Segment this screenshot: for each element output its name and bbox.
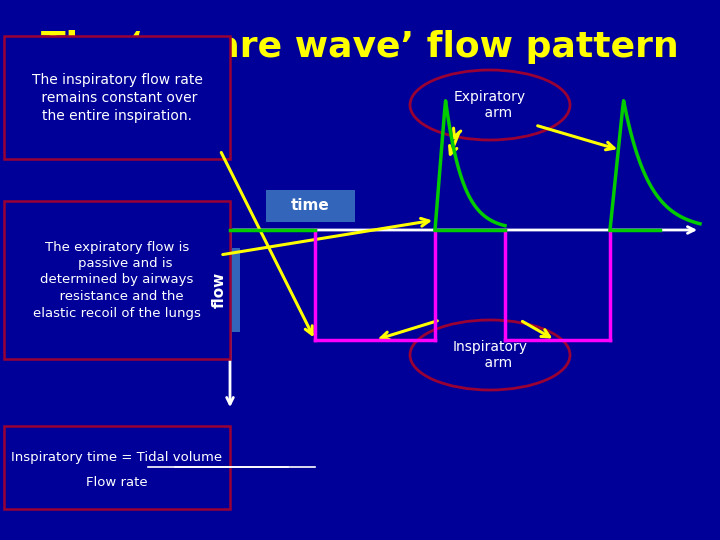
FancyBboxPatch shape <box>266 190 355 222</box>
Text: The inspiratory flow rate
 remains constant over
the entire inspiration.: The inspiratory flow rate remains consta… <box>32 72 202 124</box>
Text: flow: flow <box>212 272 227 308</box>
FancyBboxPatch shape <box>4 201 230 359</box>
Text: The expiratory flow is
    passive and is
determined by airways
  resistance and: The expiratory flow is passive and is de… <box>33 240 201 320</box>
Text: Flow rate: Flow rate <box>86 476 148 489</box>
Text: Inspiratory time = Tidal volume: Inspiratory time = Tidal volume <box>12 451 222 464</box>
Ellipse shape <box>410 70 570 140</box>
Text: The ‘square wave’ flow pattern: The ‘square wave’ flow pattern <box>41 30 679 64</box>
Ellipse shape <box>410 320 570 390</box>
FancyBboxPatch shape <box>4 426 230 509</box>
Text: Expiratory
    arm: Expiratory arm <box>454 90 526 120</box>
FancyBboxPatch shape <box>4 36 230 159</box>
FancyBboxPatch shape <box>198 248 240 332</box>
Text: Inspiratory
    arm: Inspiratory arm <box>452 340 528 370</box>
Text: time: time <box>291 199 329 213</box>
